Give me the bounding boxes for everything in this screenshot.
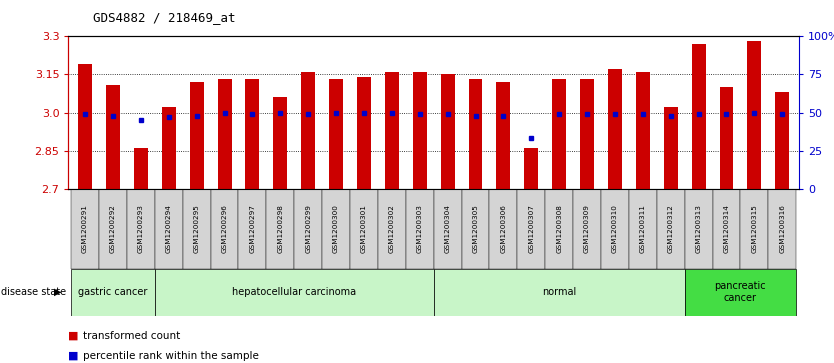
Bar [573, 189, 601, 269]
Bar [525, 148, 538, 189]
Text: GSM1200311: GSM1200311 [640, 204, 646, 253]
Bar [294, 189, 322, 269]
Bar [685, 189, 712, 269]
Text: GSM1200291: GSM1200291 [82, 204, 88, 253]
Text: GSM1200312: GSM1200312 [668, 204, 674, 253]
Bar [266, 189, 294, 269]
Text: GSM1200304: GSM1200304 [445, 204, 450, 253]
Bar [99, 189, 127, 269]
Bar [218, 79, 232, 189]
Bar [329, 79, 343, 189]
Text: GSM1200297: GSM1200297 [249, 204, 255, 253]
Text: GSM1200301: GSM1200301 [361, 204, 367, 253]
Text: GSM1200313: GSM1200313 [696, 204, 701, 253]
Bar [664, 107, 678, 189]
Bar [720, 87, 733, 189]
Text: percentile rank within the sample: percentile rank within the sample [83, 351, 259, 361]
Text: pancreatic
cancer: pancreatic cancer [715, 281, 766, 303]
Text: GSM1200303: GSM1200303 [417, 204, 423, 253]
Bar [378, 189, 406, 269]
Text: GSM1200302: GSM1200302 [389, 204, 394, 253]
Text: GSM1200292: GSM1200292 [110, 204, 116, 253]
Bar [71, 269, 155, 316]
Text: disease state: disease state [1, 287, 66, 297]
Bar [741, 189, 768, 269]
Bar [78, 64, 92, 189]
Bar [357, 77, 371, 189]
Bar [183, 189, 211, 269]
Text: GSM1200300: GSM1200300 [333, 204, 339, 253]
Bar [127, 189, 155, 269]
Bar [747, 41, 761, 189]
Text: GSM1200293: GSM1200293 [138, 204, 144, 253]
Text: GSM1200296: GSM1200296 [222, 204, 228, 253]
Text: gastric cancer: gastric cancer [78, 287, 148, 297]
Bar [685, 269, 796, 316]
Bar [71, 189, 99, 269]
Text: transformed count: transformed count [83, 331, 181, 341]
Bar [490, 189, 517, 269]
Bar [552, 79, 566, 189]
Bar [434, 269, 685, 316]
Bar [580, 79, 594, 189]
Text: GSM1200306: GSM1200306 [500, 204, 506, 253]
Bar [629, 189, 656, 269]
Text: GSM1200295: GSM1200295 [193, 204, 199, 253]
Text: GSM1200308: GSM1200308 [556, 204, 562, 253]
Text: hepatocellular carcinoma: hepatocellular carcinoma [232, 287, 356, 297]
Bar [776, 92, 789, 189]
Text: GSM1200315: GSM1200315 [751, 204, 757, 253]
Bar [601, 189, 629, 269]
Bar [413, 72, 427, 189]
Text: GSM1200316: GSM1200316 [779, 204, 786, 253]
Bar [636, 72, 650, 189]
Text: normal: normal [542, 287, 576, 297]
Bar [434, 189, 461, 269]
Bar [245, 79, 259, 189]
Bar [656, 189, 685, 269]
Bar [350, 189, 378, 269]
Text: GDS4882 / 218469_at: GDS4882 / 218469_at [93, 11, 236, 24]
Bar [155, 269, 434, 316]
Text: ▶: ▶ [54, 287, 62, 297]
Bar [517, 189, 545, 269]
Text: GSM1200307: GSM1200307 [528, 204, 535, 253]
Bar [162, 107, 176, 189]
Bar [691, 44, 706, 189]
Bar [274, 97, 287, 189]
Bar [301, 72, 315, 189]
Bar [106, 85, 120, 189]
Text: GSM1200310: GSM1200310 [612, 204, 618, 253]
Bar [768, 189, 796, 269]
Text: ■: ■ [68, 331, 79, 341]
Bar [608, 69, 622, 189]
Text: GSM1200305: GSM1200305 [473, 204, 479, 253]
Bar [211, 189, 239, 269]
Bar [406, 189, 434, 269]
Bar [712, 189, 741, 269]
Bar [239, 189, 266, 269]
Text: GSM1200299: GSM1200299 [305, 204, 311, 253]
Bar [469, 79, 483, 189]
Bar [155, 189, 183, 269]
Text: GSM1200309: GSM1200309 [584, 204, 590, 253]
Text: GSM1200298: GSM1200298 [278, 204, 284, 253]
Bar [461, 189, 490, 269]
Text: ■: ■ [68, 351, 79, 361]
Bar [440, 74, 455, 189]
Bar [189, 82, 203, 189]
Text: GSM1200314: GSM1200314 [723, 204, 730, 253]
Bar [134, 148, 148, 189]
Bar [545, 189, 573, 269]
Bar [322, 189, 350, 269]
Text: GSM1200294: GSM1200294 [166, 204, 172, 253]
Bar [384, 72, 399, 189]
Bar [496, 82, 510, 189]
